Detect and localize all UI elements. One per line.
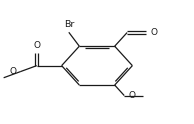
Text: O: O (33, 41, 40, 50)
Text: O: O (128, 91, 135, 100)
Text: O: O (9, 67, 16, 76)
Text: Br: Br (65, 20, 75, 29)
Text: O: O (150, 28, 158, 37)
